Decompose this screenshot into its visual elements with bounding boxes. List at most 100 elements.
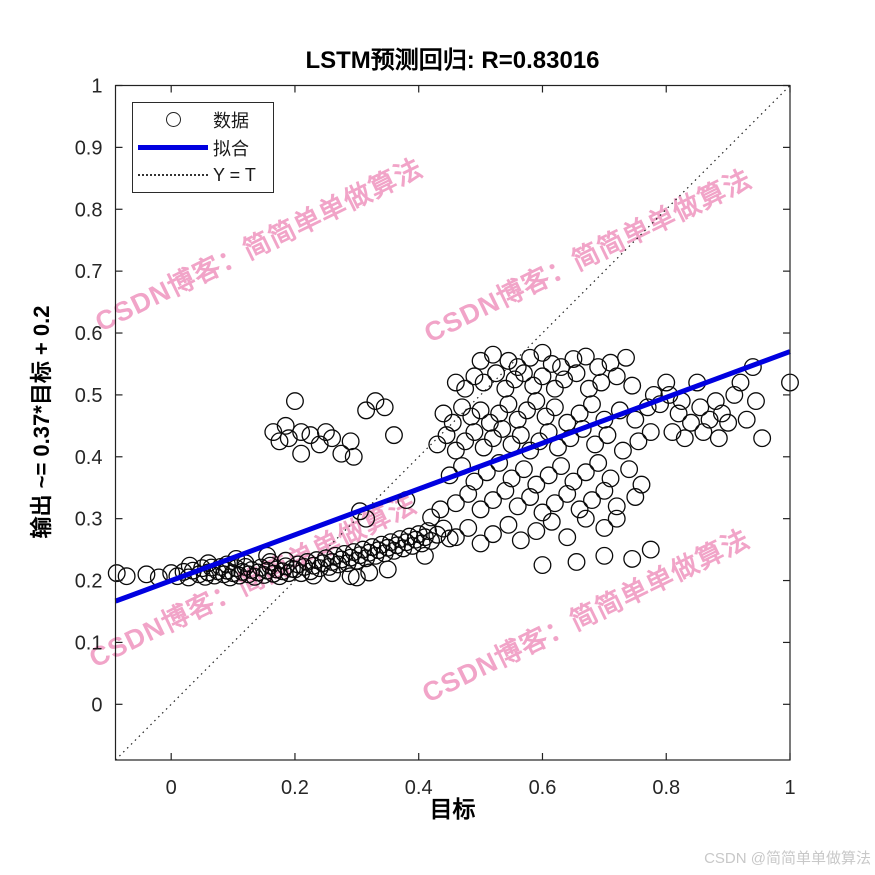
y-tick-label: 0.2: [75, 571, 103, 593]
y-tick-label: 0.1: [75, 632, 103, 654]
data-point: [107, 564, 126, 583]
data-point: [264, 423, 283, 441]
data-point: [542, 512, 561, 531]
data-point: [536, 407, 555, 426]
data-point: [595, 546, 614, 565]
data-point: [338, 554, 357, 573]
data-point: [465, 367, 484, 386]
y-tick-label: 0.3: [75, 509, 103, 531]
data-point: [589, 454, 608, 472]
legend-label-fit: 拟合: [213, 138, 249, 159]
data-point: [524, 376, 543, 395]
data-point: [539, 466, 558, 485]
fit-line-icon: [138, 145, 208, 150]
data-point: [490, 404, 509, 423]
data-point: [626, 488, 645, 506]
data-point: [422, 531, 441, 550]
data-point: [304, 566, 323, 585]
data-point: [598, 426, 617, 445]
data-point: [514, 460, 533, 479]
data-point: [301, 426, 320, 445]
data-point: [533, 556, 552, 575]
data-point: [499, 351, 518, 370]
data-point: [663, 423, 682, 441]
legend-label-data: 数据: [213, 110, 249, 131]
data-point: [617, 348, 635, 367]
data-point: [669, 404, 688, 423]
data-point: [641, 540, 660, 559]
axis-box: [114, 84, 791, 761]
y-tick-label: 0.9: [75, 137, 103, 159]
data-point: [586, 435, 605, 454]
data-point: [117, 567, 136, 586]
data-point: [737, 410, 756, 429]
legend-label-identity: Y = T: [213, 164, 256, 185]
data-point: [527, 522, 546, 540]
data-point: [437, 426, 456, 445]
data-point: [719, 413, 738, 432]
data-point: [511, 426, 530, 445]
data-point: [385, 541, 403, 560]
data-point: [279, 429, 298, 448]
legend-sample-area: [133, 174, 213, 177]
legend: 数据 拟合 Y = T: [132, 102, 274, 193]
data-point: [419, 522, 437, 540]
data-point: [747, 392, 765, 411]
data-point: [613, 441, 632, 460]
data-point: [484, 525, 502, 544]
data-point: [301, 562, 320, 581]
legend-item-data: 数据: [133, 106, 273, 134]
data-point: [552, 457, 570, 476]
y-tick-label: 1: [91, 76, 102, 98]
data-point: [480, 413, 499, 432]
data-point: [583, 395, 601, 414]
data-point: [496, 379, 515, 398]
legend-sample-area: [133, 145, 213, 150]
data-point: [555, 370, 574, 389]
data-point: [366, 392, 385, 411]
data-point: [626, 410, 645, 429]
legend-sample-area: [133, 112, 213, 128]
y-tick-label: 0.6: [75, 323, 103, 345]
data-point: [533, 367, 552, 386]
x-tick-label: 0.8: [652, 777, 680, 799]
data-point: [657, 373, 676, 392]
data-point: [378, 560, 397, 579]
attribution-text: CSDN @简简单单做算法: [704, 850, 871, 867]
data-point: [443, 413, 462, 432]
data-point: [576, 509, 595, 528]
data-point: [632, 475, 651, 494]
data-point: [375, 398, 394, 417]
data-point: [502, 469, 521, 488]
data-point: [753, 429, 772, 448]
data-point: [675, 429, 694, 448]
data-point: [607, 497, 626, 516]
data-point: [552, 358, 570, 377]
y-tick-label: 0.7: [75, 261, 103, 283]
data-point: [595, 481, 614, 500]
data-point: [521, 348, 540, 367]
data-point: [542, 355, 561, 373]
data-point: [385, 426, 403, 445]
data-point: [484, 491, 502, 510]
data-point: [446, 494, 465, 513]
data-point: [527, 392, 546, 411]
data-point: [456, 379, 475, 398]
data-point: [576, 463, 595, 482]
data-point: [641, 423, 660, 441]
data-point: [487, 364, 506, 383]
data-point: [607, 509, 626, 528]
fit-line: [114, 349, 791, 604]
data-point: [682, 413, 700, 432]
data-point: [496, 481, 515, 500]
data-point: [471, 534, 490, 553]
data-point: [270, 432, 289, 451]
data-point: [508, 358, 527, 377]
data-point: [499, 395, 518, 414]
data-point: [545, 494, 564, 513]
data-point: [493, 419, 512, 438]
data-point: [459, 518, 478, 537]
chart-title: LSTM预测回归: R=0.83016: [305, 47, 600, 74]
data-point: [428, 435, 447, 454]
